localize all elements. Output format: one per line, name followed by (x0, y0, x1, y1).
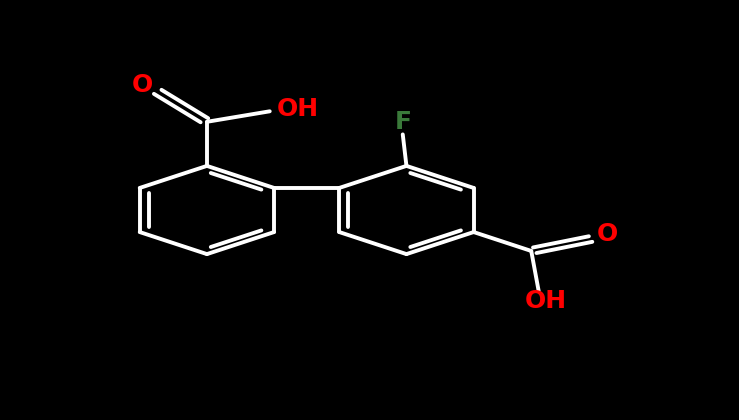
Text: OH: OH (525, 289, 567, 313)
Text: OH: OH (276, 97, 319, 121)
Text: F: F (394, 110, 412, 134)
Text: O: O (596, 222, 618, 246)
Text: O: O (132, 73, 152, 97)
